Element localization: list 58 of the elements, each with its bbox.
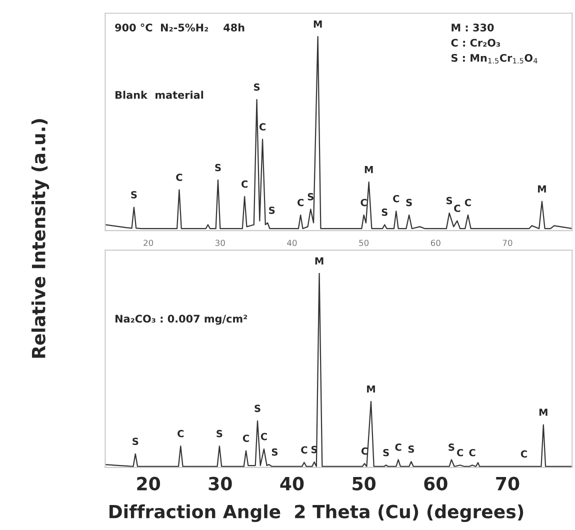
annotation: S [131,191,137,198]
annotation: S [254,404,260,412]
annotation: S [272,448,278,456]
x-tick-label: 20 [137,476,160,490]
annotation: S [448,444,454,451]
annotation: M [314,20,322,28]
annotation: M [538,185,546,192]
x-tick-label: 30 [208,476,232,490]
x-tick-label: 40 [287,240,297,246]
annotation: C [260,432,267,440]
annotation: S [383,448,389,456]
annotation: M [367,385,375,393]
annotation: M [539,408,548,416]
annotation: C [360,198,367,206]
annotation: Na₂CO₃ : 0.007 mg/cm² [116,314,248,325]
x-tick-label: 50 [352,476,376,490]
x-tick-label: 60 [424,476,448,490]
text: M : 330 [452,24,494,32]
annotation: S [308,193,314,200]
annotation: C [469,448,476,456]
annotation: C [464,198,471,206]
x-tick-label: 60 [430,240,440,246]
x-axis-title: Diffraction Angle 2 Theta (Cu) (degrees) [110,504,524,522]
x-tick-label: 20 [144,240,154,246]
annotation: C [242,434,249,442]
x-tick-label: 40 [280,476,304,490]
annotation: Blank material [116,90,204,99]
annotation: M [364,166,373,174]
annotation: C [454,204,460,212]
annotation: S [132,438,138,446]
annotation: C [361,447,368,455]
annotation: C [241,180,248,188]
y-axis-title: Relative Intensity (a.u.) [31,119,50,358]
annotation: S [408,445,414,453]
annotation: C [298,198,304,206]
annotation: S [215,164,221,172]
annotation: C : Cr₂O₃ [451,38,500,47]
annotation: S [216,430,222,438]
annotation: C [520,450,527,458]
annotation: M [315,257,324,264]
annotation: C [456,448,464,456]
annotation: S [269,206,275,214]
annotation: S [254,83,260,91]
annotation: S [406,198,412,206]
annotation: C [259,123,266,131]
annotation: S [446,196,452,204]
annotation: S : Mn$_{1.5}$Cr$_{1.5}$O$_{4}$ [451,54,538,64]
text: 900 °C N₂-5%H₂ 48h [115,23,244,32]
annotation: C [395,444,402,451]
annotation: C [393,194,400,202]
x-tick-label: 70 [496,476,520,490]
x-tick-label: 30 [215,240,225,246]
annotation: C [176,174,182,181]
annotation: S [382,208,388,216]
x-tick-label: 50 [359,240,369,246]
annotation: C [301,446,308,454]
x-tick-label: 70 [502,240,512,246]
annotation: C [178,430,184,438]
